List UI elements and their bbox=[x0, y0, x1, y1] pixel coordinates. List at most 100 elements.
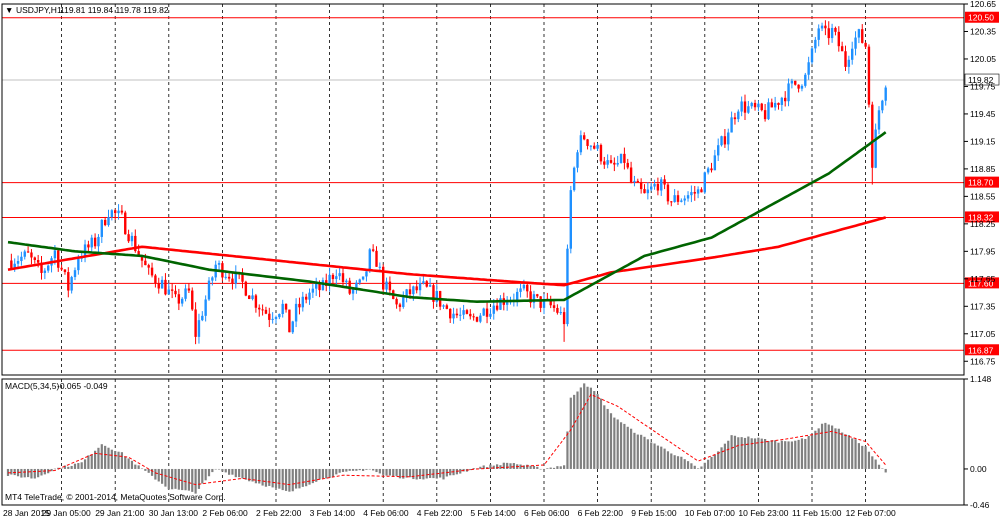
bear-candle bbox=[147, 265, 150, 268]
bull-candle bbox=[107, 217, 110, 226]
macd-histogram-bar bbox=[157, 468, 160, 482]
macd-histogram-bar bbox=[656, 445, 659, 469]
macd-histogram-bar bbox=[609, 413, 613, 469]
bear-candle bbox=[844, 51, 847, 67]
bear-candle bbox=[777, 102, 780, 105]
bear-candle bbox=[124, 212, 127, 235]
y-tick-label: 118.55 bbox=[970, 191, 996, 201]
bull-candle bbox=[110, 210, 114, 218]
symbol-header-icon[interactable]: ▼ bbox=[5, 5, 13, 15]
macd-histogram-bar bbox=[77, 463, 80, 469]
bull-candle bbox=[780, 97, 784, 105]
macd-histogram-bar bbox=[124, 456, 127, 469]
macd-histogram-bar bbox=[50, 468, 53, 472]
bull-candle bbox=[435, 291, 438, 302]
macd-histogram-bar bbox=[365, 468, 368, 470]
macd-histogram-bar bbox=[877, 464, 881, 469]
bull-candle bbox=[713, 155, 717, 171]
macd-histogram-bar bbox=[321, 468, 324, 479]
bear-candle bbox=[40, 262, 43, 273]
bear-candle bbox=[599, 144, 603, 162]
bull-candle bbox=[405, 289, 408, 298]
bear-candle bbox=[743, 101, 747, 113]
level-tag bbox=[965, 176, 999, 188]
bull-candle bbox=[278, 314, 281, 318]
bear-candle bbox=[395, 298, 398, 305]
x-tick-label: 11 Feb 15:00 bbox=[792, 508, 842, 518]
bull-candle bbox=[73, 270, 77, 278]
macd-histogram-bar bbox=[228, 468, 231, 475]
bear-candle bbox=[449, 308, 452, 319]
macd-histogram-bar bbox=[268, 468, 271, 486]
x-tick-label: 10 Feb 23:00 bbox=[738, 508, 788, 518]
bear-candle bbox=[57, 250, 60, 268]
bear-candle bbox=[586, 139, 589, 146]
bull-candle bbox=[717, 145, 720, 156]
macd-histogram-bar bbox=[499, 465, 502, 469]
bear-candle bbox=[304, 296, 308, 300]
macd-histogram-bar bbox=[519, 464, 522, 469]
macd-histogram-bar bbox=[120, 452, 123, 469]
bull-candle bbox=[857, 29, 861, 38]
macd-histogram-bar bbox=[794, 440, 797, 469]
bear-candle bbox=[36, 260, 40, 263]
macd-histogram-bar bbox=[851, 438, 854, 469]
bull-candle bbox=[874, 129, 877, 168]
bull-candle bbox=[402, 297, 405, 307]
bull-candle bbox=[683, 198, 686, 201]
macd-histogram-bar bbox=[221, 468, 224, 472]
macd-histogram-bar bbox=[164, 468, 167, 487]
macd-histogram-bar bbox=[700, 466, 703, 469]
macd-histogram-bar bbox=[820, 423, 824, 469]
bull-candle bbox=[569, 190, 572, 249]
bull-candle bbox=[787, 83, 790, 102]
x-tick-label: 12 Feb 07:00 bbox=[846, 508, 896, 518]
macd-histogram-bar bbox=[817, 428, 820, 469]
bull-candle bbox=[650, 186, 653, 190]
macd-histogram-bar bbox=[522, 465, 525, 469]
bull-candle bbox=[167, 289, 170, 295]
macd-histogram-bar bbox=[563, 465, 566, 469]
macd-histogram-bar bbox=[415, 468, 418, 480]
macd-histogram-bar bbox=[258, 468, 261, 484]
bear-candle bbox=[67, 272, 70, 291]
bear-candle bbox=[549, 299, 552, 306]
macd-histogram-bar bbox=[606, 408, 609, 469]
macd-histogram-bar bbox=[566, 431, 569, 469]
bear-candle bbox=[388, 281, 392, 291]
bull-candle bbox=[817, 28, 820, 40]
macd-histogram-bar bbox=[542, 468, 546, 470]
bull-candle bbox=[696, 189, 700, 194]
bull-candle bbox=[351, 288, 355, 294]
macd-histogram-bar bbox=[559, 466, 562, 469]
macd-histogram-bar bbox=[418, 468, 422, 480]
macd-histogram-bar bbox=[546, 468, 549, 469]
bear-candle bbox=[298, 303, 301, 308]
bear-candle bbox=[103, 219, 107, 226]
bull-candle bbox=[338, 273, 341, 277]
macd-histogram-bar bbox=[512, 463, 515, 469]
bear-candle bbox=[30, 252, 33, 258]
y-tick-label: 117.95 bbox=[970, 246, 996, 256]
macd-histogram-bar bbox=[194, 468, 197, 494]
bull-candle bbox=[851, 48, 854, 60]
macd-histogram-bar bbox=[814, 430, 817, 469]
macd-histogram-bar bbox=[459, 468, 462, 474]
macd-histogram-bar bbox=[790, 441, 793, 469]
bull-candle bbox=[750, 102, 753, 107]
bull-candle bbox=[820, 25, 824, 29]
macd-histogram-bar bbox=[398, 468, 402, 479]
macd-histogram-bar bbox=[274, 468, 278, 488]
bull-candle bbox=[311, 288, 315, 293]
macd-histogram-bar bbox=[154, 468, 157, 480]
y-tick-label: 118.25 bbox=[970, 219, 996, 229]
macd-histogram-bar bbox=[70, 465, 73, 469]
y-tick-label: 117.65 bbox=[970, 274, 996, 284]
bear-candle bbox=[529, 291, 532, 303]
macd-histogram-bar bbox=[207, 468, 211, 477]
bull-candle bbox=[532, 294, 536, 303]
macd-histogram-bar bbox=[861, 445, 864, 469]
macd-histogram-bar bbox=[834, 428, 837, 469]
macd-histogram-bar bbox=[747, 436, 750, 469]
